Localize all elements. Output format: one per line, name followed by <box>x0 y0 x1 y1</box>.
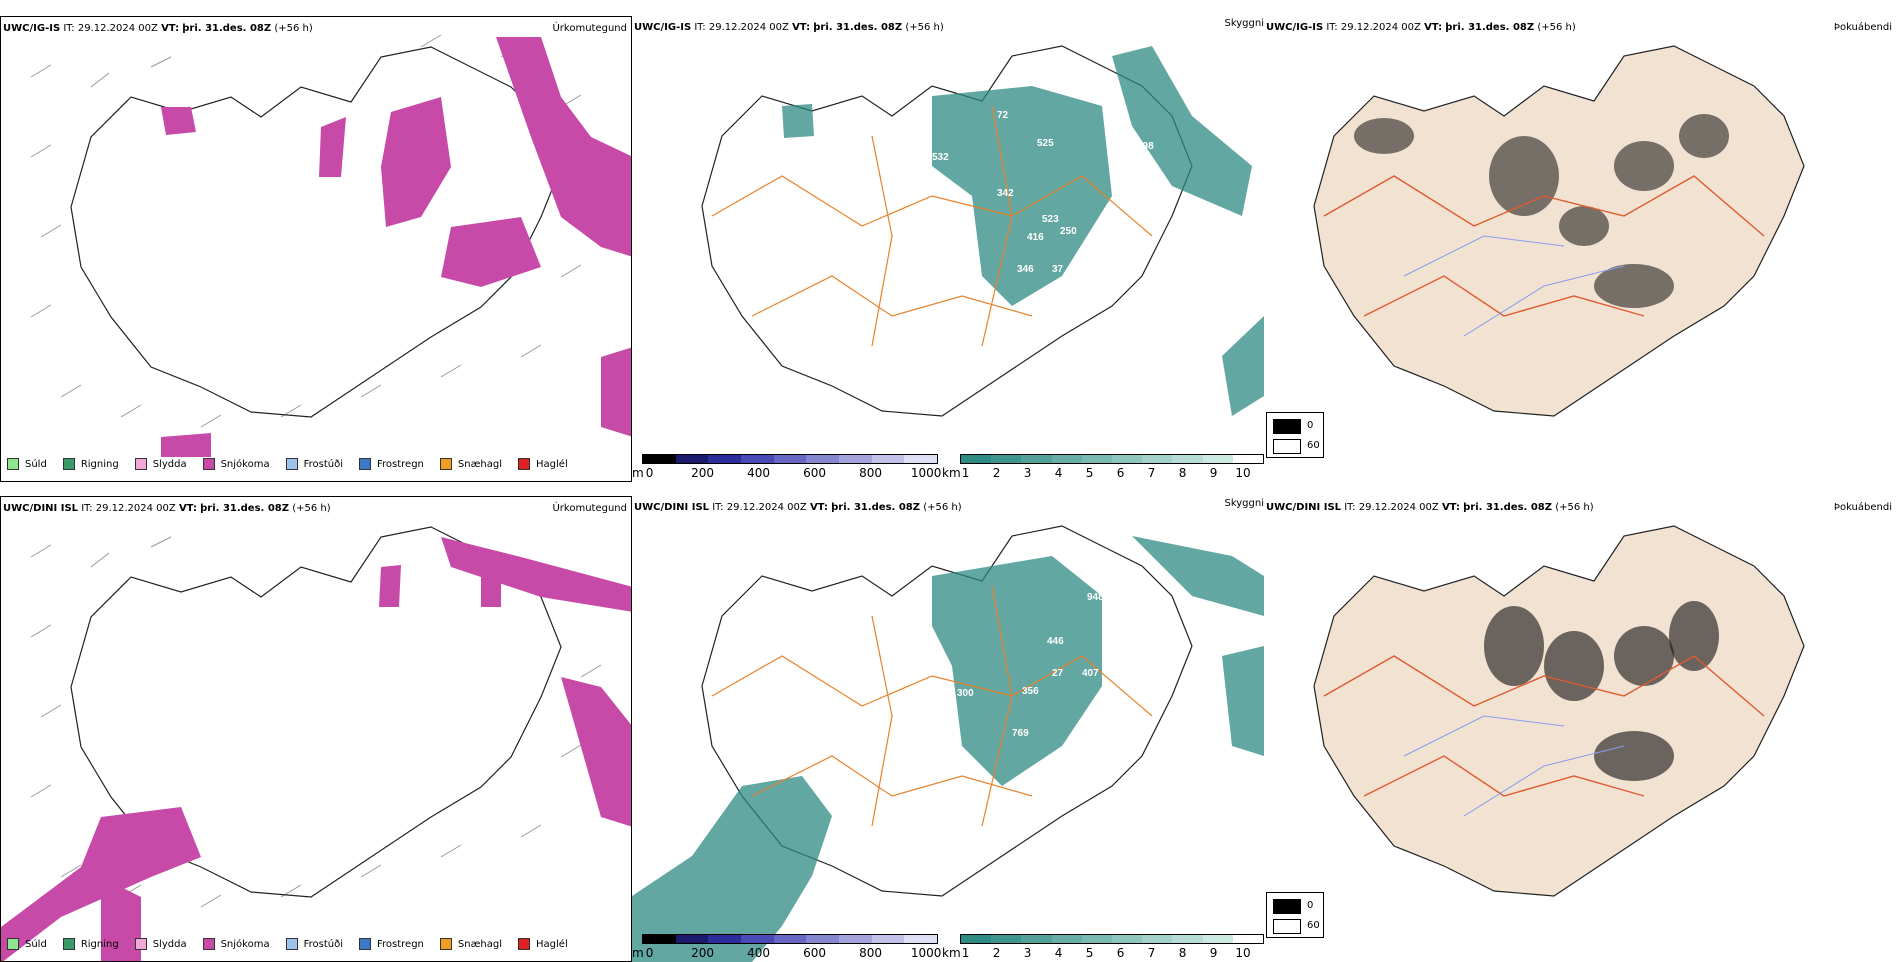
ceiling-label: 342 <box>997 188 1014 199</box>
fog-map <box>1313 525 1805 897</box>
snow-areas <box>161 37 631 457</box>
fog-areas <box>1484 601 1719 781</box>
panel-precip-type-top: UWC/IG-IS IT: 29.12.2024 00Z VT: þri. 31… <box>0 16 632 482</box>
panel-title: Þokuábendi <box>1833 502 1892 513</box>
ceiling-label: 769 <box>1012 728 1029 739</box>
fog-areas <box>1354 114 1729 308</box>
panel-fog-index-top: UWC/IG-IS IT: 29.12.2024 00Z VT: þri. 31… <box>1264 16 1896 482</box>
ceiling-label: 523 <box>1042 214 1059 225</box>
snow-areas <box>1 537 631 961</box>
visibility-unit: km <box>942 466 961 480</box>
legend-item-drizzle: Súld <box>7 458 47 470</box>
fog-legend-top: 0 60 <box>1266 412 1324 458</box>
fog-legend-bottom: 0 60 <box>1266 892 1324 938</box>
ceiling-label: 384 <box>1112 728 1129 739</box>
legend-item-hail: Haglél <box>518 938 568 950</box>
panel-header: UWC/DINI ISL IT: 29.12.2024 00Z VT: þri.… <box>634 502 962 513</box>
ceiling-label: 250 <box>1060 226 1077 237</box>
panel-header: UWC/IG-IS IT: 29.12.2024 00Z VT: þri. 31… <box>1266 22 1576 33</box>
ceiling-scale: m 0 200 400 600 800 1000 <box>632 450 941 480</box>
panel-title: Úrkomutegund <box>552 23 627 34</box>
panel-precip-type-bottom: UWC/DINI ISL IT: 29.12.2024 00Z VT: þri.… <box>0 496 632 962</box>
panel-header: UWC/DINI ISL IT: 29.12.2024 00Z VT: þri.… <box>3 503 331 514</box>
low-visibility-areas <box>782 46 1264 416</box>
legend-item-snow: Snjókoma <box>202 938 270 950</box>
low-visibility-areas <box>632 536 1264 962</box>
legend-item-freezing-drizzle: Frostúði <box>285 938 343 950</box>
legend-item-rain: Rigning <box>62 458 119 470</box>
panel-header: UWC/DINI ISL IT: 29.12.2024 00Z VT: þri.… <box>1266 502 1594 513</box>
ceiling-label: 416 <box>1027 232 1044 243</box>
ceiling-label: 300 <box>957 688 974 699</box>
ceiling-label: 72 <box>997 110 1009 121</box>
ceiling-label: 532 <box>932 152 949 163</box>
ceiling-label: 356 <box>1022 686 1039 697</box>
panel-fog-index-bottom: UWC/DINI ISL IT: 29.12.2024 00Z VT: þri.… <box>1264 496 1896 962</box>
ceiling-label: 346 <box>1017 264 1034 275</box>
panel-title: Þokuábendi <box>1833 22 1892 33</box>
ceiling-label: 379 <box>1112 264 1129 275</box>
fog-map <box>1313 45 1805 417</box>
panel-header: UWC/IG-IS IT: 29.12.2024 00Z VT: þri. 31… <box>3 23 313 34</box>
legend-item-hail: Haglél <box>518 458 568 470</box>
ceiling-label: 525 <box>1037 138 1054 149</box>
visibility-map: 948 124 446 27 407 356 300 769 384 505 <box>632 525 1264 962</box>
panel-header: UWC/IG-IS IT: 29.12.2024 00Z VT: þri. 31… <box>634 22 944 33</box>
precip-map <box>1 526 631 961</box>
ceiling-unit: m <box>632 466 644 480</box>
ceiling-label: 407 <box>1082 668 1099 679</box>
ceiling-label: 27 <box>1052 668 1064 679</box>
legend-item-freezing-rain: Frostregn <box>359 458 424 470</box>
visibility-scale: km 1 2 3 4 5 6 7 8 9 10 <box>942 450 1264 480</box>
ceiling-label: 505 <box>1097 744 1114 755</box>
precip-legend: Súld Rigning Slydda Snjókoma Frostúði Fr… <box>1 453 578 475</box>
ceiling-label: 896 <box>1062 298 1079 309</box>
legend-item-freezing-drizzle: Frostúði <box>285 458 343 470</box>
legend-item-freezing-rain: Frostregn <box>359 938 424 950</box>
precip-map <box>30 34 631 457</box>
ceiling-label: 37 <box>1052 264 1064 275</box>
legend-item-rain: Rigning <box>62 938 119 950</box>
precip-legend: Súld Rigning Slydda Snjókoma Frostúði Fr… <box>1 933 578 955</box>
ceiling-label: 231 <box>947 244 964 255</box>
ceiling-label: 124 <box>1142 592 1159 603</box>
ceiling-label: 948 <box>1087 592 1104 603</box>
panel-visibility-top: UWC/IG-IS IT: 29.12.2024 00Z VT: þri. 31… <box>632 16 1264 482</box>
legend-item-drizzle: Súld <box>7 938 47 950</box>
ceiling-label: 398 <box>1137 141 1154 152</box>
legend-item-snow: Snjókoma <box>202 458 270 470</box>
ceiling-label: 446 <box>1047 636 1064 647</box>
visibility-scale: km 1 2 3 4 5 6 7 8 9 10 <box>942 930 1264 960</box>
panel-visibility-bottom: UWC/DINI ISL IT: 29.12.2024 00Z VT: þri.… <box>632 496 1264 962</box>
legend-item-sleet: Slydda <box>134 458 187 470</box>
ceiling-scale: m 0 200 400 600 800 1000 <box>632 930 941 960</box>
panel-title: Skyggni <box>1224 18 1264 29</box>
legend-item-sleet: Slydda <box>134 938 187 950</box>
legend-item-snow-pellets: Snæhagl <box>439 938 502 950</box>
panel-title: Skyggni <box>1224 498 1264 509</box>
legend-item-snow-pellets: Snæhagl <box>439 458 502 470</box>
panel-title: Úrkomutegund <box>552 503 627 514</box>
visibility-map: 72 525 398 532 342 523 250 416 231 346 3… <box>701 45 1264 417</box>
